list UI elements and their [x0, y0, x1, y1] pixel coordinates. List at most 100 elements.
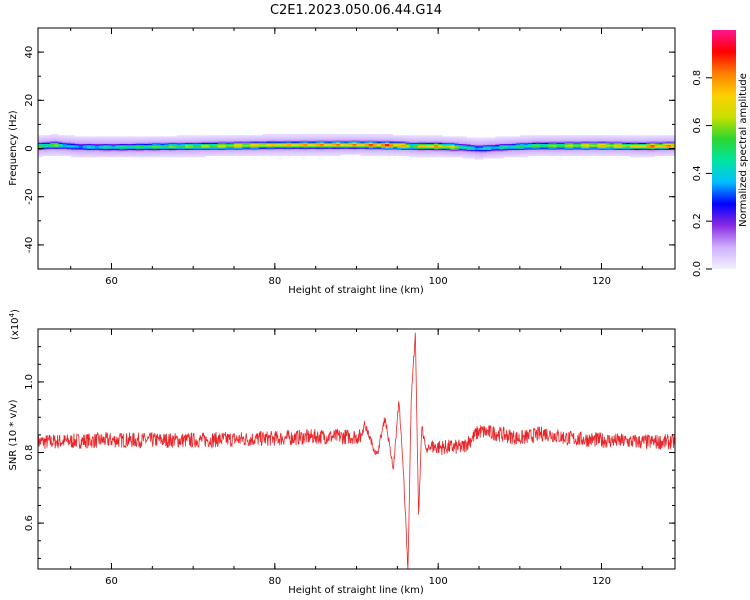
spectrogram-cell	[646, 148, 651, 151]
spectrogram-cell	[62, 153, 67, 155]
spectrogram-cell	[503, 143, 508, 146]
spectrogram-cell	[193, 153, 198, 155]
spectrogram-cell	[127, 144, 133, 147]
spectrogram-cell	[581, 141, 586, 143]
spectrogram-cell	[193, 147, 198, 149]
spectrogram-cell	[532, 140, 537, 142]
spectrogram-cell	[238, 144, 243, 147]
spectrogram-cell	[205, 142, 210, 144]
spectrogram-cell	[621, 153, 627, 155]
spectrogram-cell	[617, 142, 623, 144]
spectrogram-cell	[458, 140, 463, 142]
spectrogram-cell	[225, 146, 231, 148]
spectrogram-cell	[630, 143, 635, 146]
spectrogram-cell	[634, 149, 639, 152]
spectrogram-cell	[376, 146, 382, 148]
spectrogram-cell	[185, 137, 190, 140]
spectrogram-cell	[585, 141, 590, 143]
spectrogram-cell	[70, 146, 76, 148]
spectrogram-cell	[176, 142, 182, 144]
spectrogram-cell	[250, 147, 255, 149]
spectrogram-cell	[626, 141, 631, 143]
spectrogram-cell	[593, 141, 598, 143]
spectrogram-cell	[458, 141, 463, 143]
spectrogram-cell	[605, 154, 610, 157]
spectrogram-cell	[70, 138, 76, 141]
spectrogram-cell	[425, 140, 431, 142]
spectrogram-cell	[572, 143, 578, 146]
snr-ylabel: SNR (10 * v/v)	[8, 399, 19, 470]
spectrogram-cell	[523, 149, 529, 152]
spectrogram-cell	[213, 147, 218, 149]
spectrogram-cell	[523, 142, 529, 144]
spectrogram-cell	[70, 154, 76, 157]
spectrogram-cell	[552, 136, 557, 138]
spectrogram-cell	[368, 134, 374, 136]
spectrogram-cell	[417, 135, 423, 137]
spectrogram-cell	[315, 146, 321, 148]
spectrogram-cell	[295, 143, 300, 146]
spectrogram-cell	[62, 135, 67, 137]
spectrogram-cell	[123, 155, 129, 158]
spectrogram-cell	[479, 144, 484, 147]
spectrogram-cell	[266, 140, 272, 142]
spectrogram-cell	[560, 143, 566, 146]
spectrogram-cell	[238, 137, 243, 140]
spectrogram-cell	[613, 150, 619, 153]
spectrogram-cell	[172, 155, 178, 158]
spectrogram-cell	[209, 146, 214, 148]
spectrogram-cell	[470, 143, 476, 146]
colorbar-tick-label: 0.0	[692, 261, 703, 277]
spectrogram-cell	[560, 148, 566, 151]
spectrogram-cell	[642, 154, 647, 157]
spectrogram-cell	[368, 135, 374, 137]
spectrogram-cell	[544, 144, 549, 147]
spectrogram-cell	[242, 152, 247, 154]
spectrogram-cell	[274, 134, 280, 136]
spectrogram-cell	[291, 146, 296, 148]
spectrogram-cell	[466, 152, 472, 154]
spectrogram-cell	[344, 140, 349, 142]
spectrogram-cell	[193, 150, 198, 153]
spectrogram-cell	[389, 154, 394, 157]
spectrogram-cell	[131, 141, 137, 143]
spectrogram-cell	[266, 153, 272, 155]
spectrogram-cell	[46, 152, 51, 154]
spectrogram-cell	[409, 155, 414, 158]
spectrogram-cell	[205, 148, 210, 151]
spectrogram-cell	[66, 147, 71, 149]
spectrogram-cell	[364, 140, 370, 142]
spectrogram-cell	[50, 143, 55, 146]
spectrogram-cell	[568, 147, 574, 149]
spectrogram-cell	[148, 153, 153, 155]
spectrogram-cell	[176, 147, 182, 149]
spectrogram-cell	[189, 137, 194, 140]
spectrogram-cell	[352, 135, 357, 137]
spectrogram-cell	[131, 144, 137, 147]
spectrogram-cell	[532, 135, 537, 137]
spectrogram-cell	[666, 146, 672, 148]
spectrogram-cell	[540, 142, 545, 144]
spectrogram-cell	[95, 143, 100, 146]
spectrogram-cell	[560, 137, 566, 140]
spectrogram-cell	[115, 154, 120, 157]
spectrogram-cell	[589, 138, 594, 141]
spectrogram-cell	[50, 147, 55, 149]
spectrogram-cell	[617, 141, 623, 143]
spectrogram-cell	[62, 137, 67, 140]
spectrogram-cell	[532, 143, 537, 146]
spectrogram-cell	[360, 148, 365, 151]
spectrogram-cell	[654, 148, 659, 151]
spectrogram-cell	[87, 144, 92, 147]
spectrogram-cell	[148, 149, 153, 152]
spectrogram-cell	[356, 142, 361, 144]
spectrogram-cell	[499, 138, 504, 141]
spectrogram-cell	[131, 142, 137, 144]
spectrogram-cell	[499, 150, 504, 153]
spectrogram-cell	[180, 137, 186, 140]
spectrogram-cell	[148, 140, 153, 142]
spectrogram-cell	[601, 136, 606, 138]
spectrogram-cell	[556, 144, 561, 147]
y-tick-label: -40	[24, 237, 35, 253]
spectrogram-cell	[201, 137, 206, 140]
